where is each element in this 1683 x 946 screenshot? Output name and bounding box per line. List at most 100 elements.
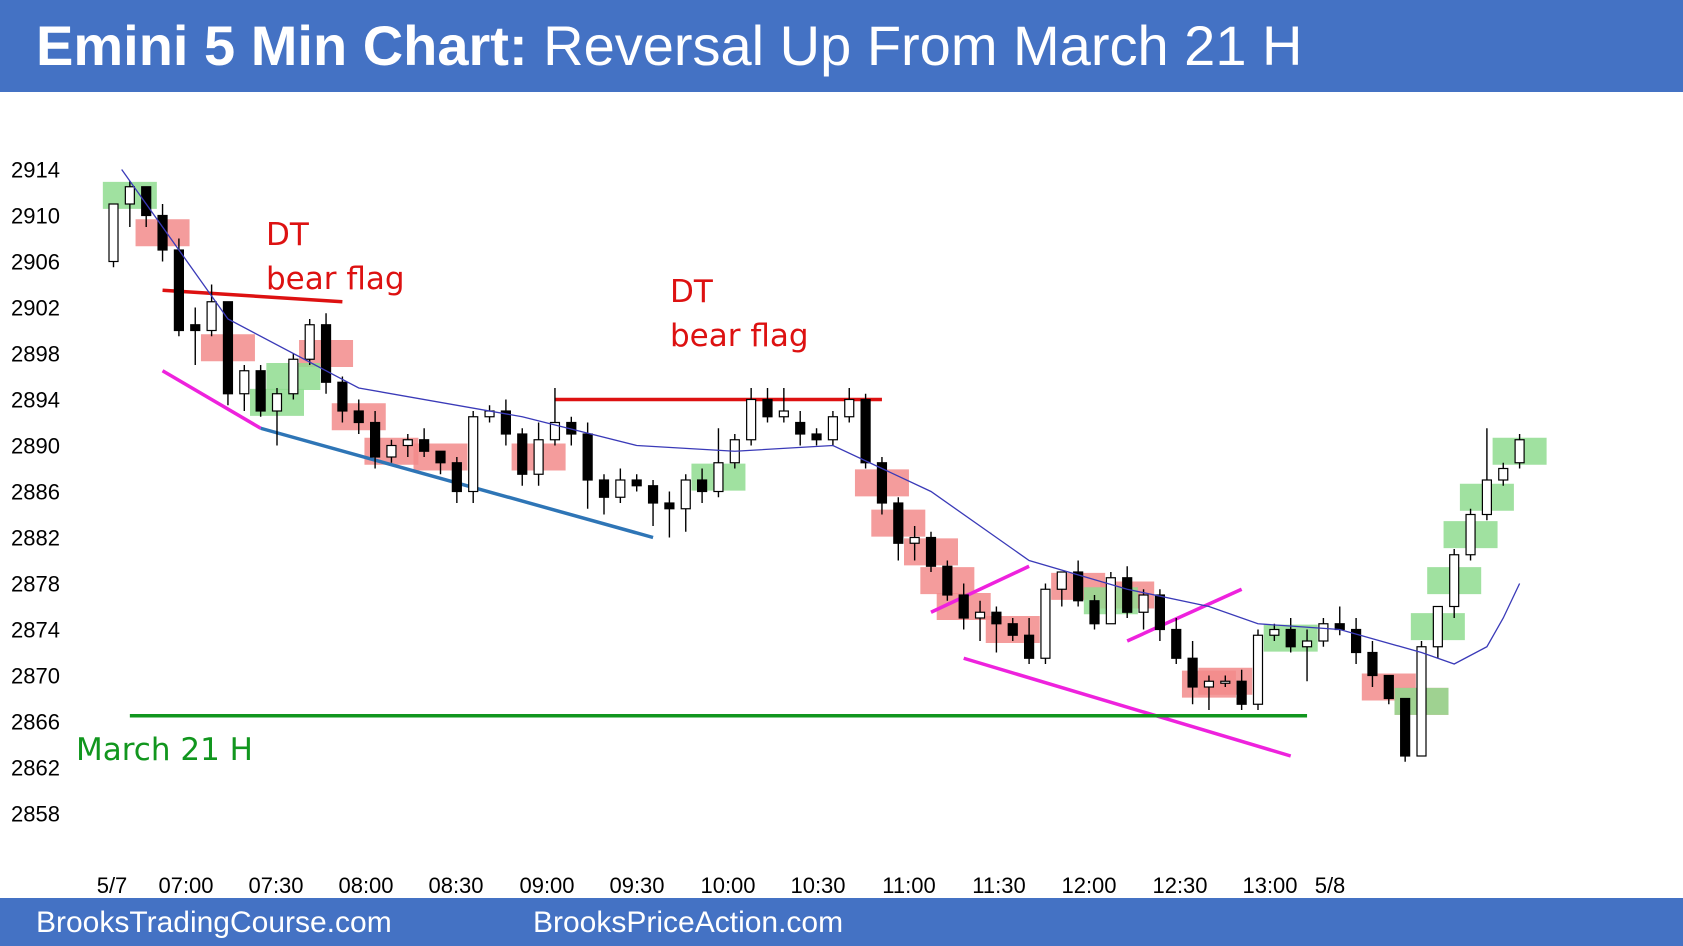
bear-candle bbox=[942, 565, 953, 596]
bull-candle bbox=[402, 439, 413, 447]
y-tick-label: 2914 bbox=[11, 158, 60, 183]
bear-candle bbox=[664, 502, 675, 510]
bull-candle bbox=[827, 416, 839, 441]
bear-candle bbox=[435, 450, 446, 464]
bull-candle bbox=[108, 203, 119, 263]
bear-candle bbox=[337, 381, 348, 412]
bear-candle bbox=[370, 421, 381, 458]
y-tick-label: 2910 bbox=[11, 204, 60, 229]
bear-candle bbox=[696, 479, 708, 493]
bear-candle bbox=[320, 324, 332, 383]
trend-lines bbox=[129, 288, 1308, 758]
bear-candle bbox=[1089, 600, 1100, 625]
bear-candle bbox=[1367, 651, 1378, 677]
bull-candle bbox=[1318, 623, 1329, 642]
bull-candle bbox=[124, 186, 135, 205]
x-tick-label: 5/7 bbox=[97, 873, 128, 898]
bear-candle bbox=[631, 479, 642, 487]
title-bold: Emini 5 Min Chart: bbox=[36, 14, 528, 77]
y-tick-label: 2890 bbox=[11, 434, 60, 459]
bear-candle bbox=[255, 370, 266, 412]
x-tick-label: 08:00 bbox=[338, 873, 393, 898]
footer-banner: BrooksTradingCourse.com BrooksPriceActio… bbox=[0, 898, 1683, 946]
page-title: Emini 5 Min Chart: Reversal Up From Marc… bbox=[36, 14, 1302, 78]
footer-center-link[interactable]: BrooksPriceAction.com bbox=[533, 906, 844, 939]
dt-resistance-line-1 bbox=[162, 288, 343, 304]
bull-candle bbox=[468, 416, 479, 493]
bull-candle bbox=[533, 439, 544, 475]
bull-candle bbox=[1203, 680, 1215, 688]
bull-candle bbox=[1465, 513, 1476, 556]
bull-candle bbox=[844, 398, 855, 418]
bull-candle bbox=[746, 398, 757, 441]
x-tick-label: 08:30 bbox=[428, 873, 483, 898]
bull-candle bbox=[1514, 439, 1525, 464]
ema-line bbox=[121, 169, 1521, 665]
annotations: DT bear flag DT bear flag March 21 H bbox=[76, 217, 809, 768]
bear-candle bbox=[1383, 674, 1394, 700]
bull-candle bbox=[909, 536, 920, 544]
x-axis: 5/7 07:00 07:30 08:00 08:30 09:00 09:30 10:00 10… bbox=[97, 873, 1346, 898]
y-tick-label: 2874 bbox=[11, 618, 60, 643]
bear-candle bbox=[1154, 594, 1166, 631]
x-tick-label: 09:00 bbox=[519, 873, 574, 898]
bear-candle bbox=[1171, 628, 1182, 659]
y-tick-label: 2870 bbox=[11, 664, 60, 689]
wedge-line-a bbox=[161, 369, 262, 430]
y-tick-label: 2886 bbox=[11, 480, 60, 505]
bear-candle bbox=[141, 186, 152, 217]
wedge-line-d bbox=[1126, 587, 1243, 643]
bull-candle bbox=[1449, 554, 1460, 608]
bear-candle bbox=[1236, 680, 1247, 705]
bear-candle bbox=[860, 398, 871, 464]
y-tick-label: 2898 bbox=[11, 342, 60, 367]
candles bbox=[108, 181, 1525, 762]
x-tick-label: 13:00 bbox=[1242, 873, 1297, 898]
y-tick-label: 2882 bbox=[11, 526, 60, 551]
bull-candle bbox=[304, 324, 315, 360]
bear-candle bbox=[811, 433, 822, 441]
bull-candle bbox=[1481, 479, 1493, 516]
bear-candle bbox=[157, 214, 168, 251]
bear-candle bbox=[876, 462, 888, 504]
x-tick-label: 12:00 bbox=[1061, 873, 1116, 898]
bull-candle bbox=[386, 444, 397, 458]
bull-candle bbox=[680, 479, 691, 510]
bear-candle bbox=[1187, 657, 1198, 688]
bear-candle bbox=[1285, 628, 1296, 648]
bear-candle bbox=[762, 398, 773, 418]
bull-candle bbox=[1269, 628, 1280, 636]
bull-candle bbox=[1138, 594, 1149, 613]
bear-candle bbox=[1007, 623, 1018, 636]
bull-candle bbox=[1252, 634, 1264, 705]
bear-candle bbox=[173, 249, 184, 332]
bull-candle bbox=[1220, 680, 1231, 684]
y-tick-label: 2894 bbox=[11, 388, 60, 413]
x-tick-label: 11:30 bbox=[972, 873, 1025, 898]
bear-candle bbox=[1400, 697, 1411, 757]
chart-annotation: DT bbox=[266, 217, 310, 253]
bear-candle bbox=[500, 410, 511, 435]
bull-candle bbox=[778, 410, 789, 418]
candlestick-chart: 2914 2910 2906 2902 2898 2894 2890 2886 2882 2878… bbox=[11, 158, 1547, 898]
x-tick-label: 10:30 bbox=[790, 873, 845, 898]
bear-candle bbox=[582, 433, 593, 481]
bull-candle bbox=[1498, 467, 1509, 481]
bull-candle bbox=[1056, 571, 1067, 590]
chart-annotation: March 21 H bbox=[76, 732, 253, 768]
bear-candle bbox=[795, 421, 806, 435]
footer-left-link[interactable]: BrooksTradingCourse.com bbox=[36, 906, 392, 939]
y-axis: 2914 2910 2906 2902 2898 2894 2890 2886 2882 2878… bbox=[11, 158, 60, 827]
bear-candle bbox=[517, 433, 528, 475]
bull-candle bbox=[1432, 605, 1443, 648]
bear-candle bbox=[1122, 577, 1133, 613]
bear-candle bbox=[925, 536, 937, 567]
y-tick-label: 2902 bbox=[11, 296, 60, 321]
x-tick-label: 5/8 bbox=[1315, 873, 1346, 898]
bear-candle bbox=[1023, 634, 1035, 659]
bear-candle bbox=[647, 485, 659, 504]
bull-candle bbox=[1301, 640, 1313, 648]
bull-candle bbox=[549, 421, 561, 441]
bull-candle bbox=[1040, 588, 1051, 659]
y-tick-label: 2862 bbox=[11, 756, 60, 781]
